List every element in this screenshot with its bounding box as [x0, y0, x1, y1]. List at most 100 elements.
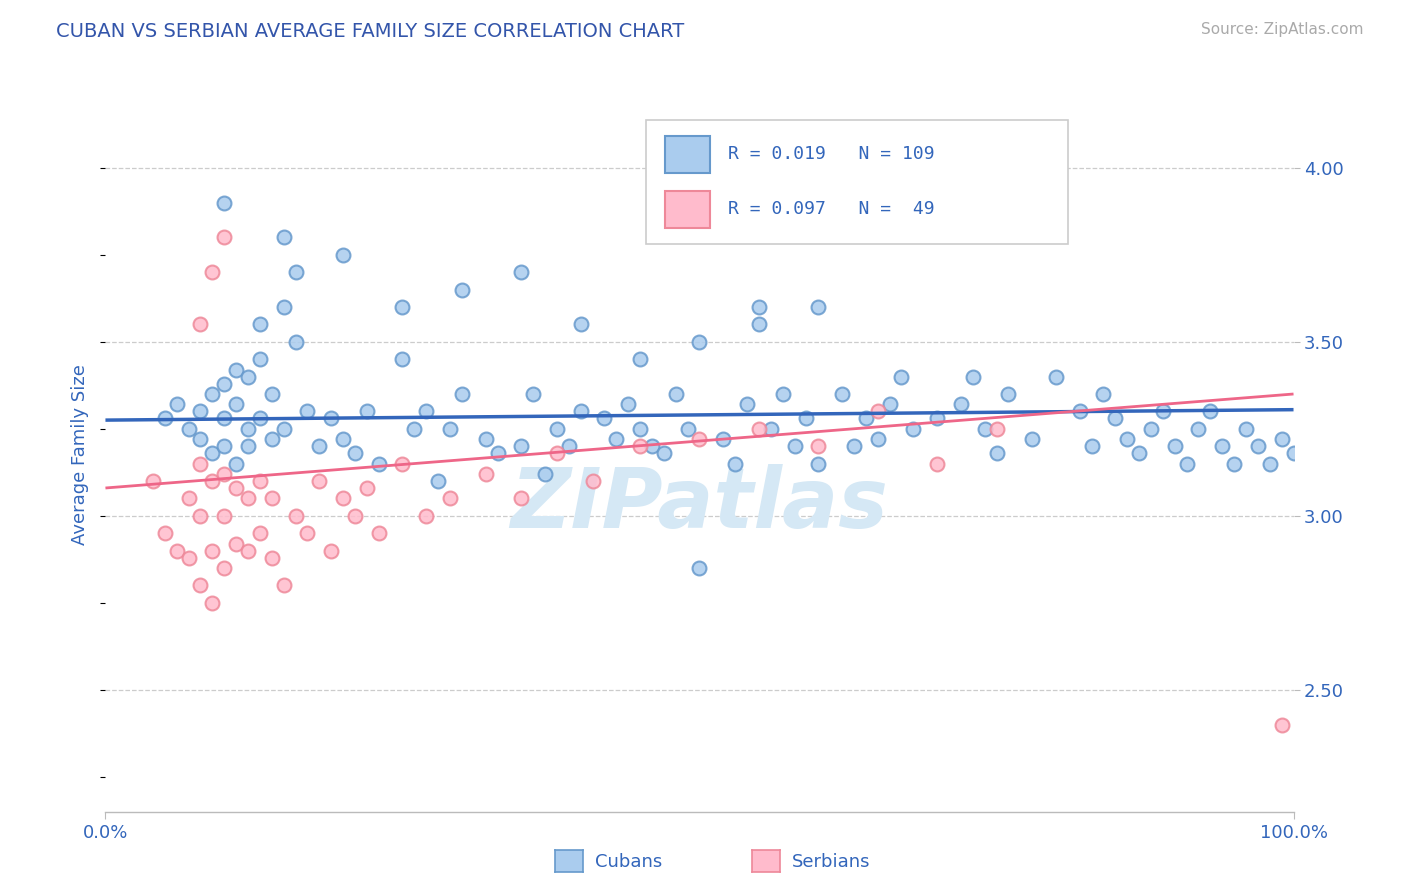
Point [973, 422, 995, 436]
Point [474, 467, 496, 481]
Point [665, 387, 688, 401]
Point [1116, 432, 1139, 446]
Point [735, 397, 758, 411]
Point [450, 387, 472, 401]
Point [214, 561, 236, 575]
Point [807, 457, 830, 471]
Point [190, 578, 212, 592]
Point [641, 439, 664, 453]
Point [273, 578, 295, 592]
Point [236, 439, 259, 453]
Point [1152, 404, 1174, 418]
Point [546, 446, 568, 460]
Point [142, 474, 165, 488]
Point [321, 543, 343, 558]
Point [1211, 439, 1233, 453]
Point [676, 422, 699, 436]
Point [1104, 411, 1126, 425]
Point [439, 491, 461, 506]
Point [617, 397, 640, 411]
Point [427, 474, 450, 488]
Point [214, 467, 236, 481]
Point [510, 439, 533, 453]
Point [925, 457, 948, 471]
Text: R = 0.097   N =  49: R = 0.097 N = 49 [728, 201, 935, 219]
Point [190, 508, 212, 523]
Point [1021, 432, 1043, 446]
Point [201, 446, 224, 460]
Point [689, 561, 711, 575]
Point [807, 439, 830, 453]
Point [225, 537, 247, 551]
Point [260, 387, 283, 401]
Point [450, 283, 472, 297]
Point [772, 387, 794, 401]
Point [308, 439, 330, 453]
FancyBboxPatch shape [645, 120, 1067, 244]
Point [297, 404, 319, 418]
Point [332, 491, 354, 506]
Point [558, 439, 581, 453]
Point [807, 300, 830, 314]
Point [689, 334, 711, 349]
Point [214, 376, 236, 391]
Point [236, 543, 259, 558]
Point [486, 446, 509, 460]
Point [201, 543, 224, 558]
Point [415, 508, 437, 523]
Point [748, 422, 770, 436]
Point [260, 491, 283, 506]
Point [628, 352, 651, 367]
Point [903, 422, 925, 436]
Point [1234, 422, 1257, 436]
Point [1128, 446, 1150, 460]
Point [986, 422, 1008, 436]
Point [166, 397, 188, 411]
Point [201, 596, 224, 610]
Point [332, 248, 354, 262]
Point [711, 432, 734, 446]
Point [1187, 422, 1209, 436]
Point [236, 369, 259, 384]
Point [1080, 439, 1102, 453]
Point [177, 550, 200, 565]
Point [1140, 422, 1163, 436]
Point [190, 318, 212, 332]
Point [569, 318, 592, 332]
Point [997, 387, 1019, 401]
Point [225, 397, 247, 411]
Point [748, 300, 770, 314]
Y-axis label: Average Family Size: Average Family Size [72, 365, 90, 545]
Point [356, 404, 378, 418]
Point [569, 404, 592, 418]
Point [260, 550, 283, 565]
Point [605, 432, 627, 446]
Point [783, 439, 806, 453]
Point [724, 457, 747, 471]
Point [439, 422, 461, 436]
Point [1258, 457, 1281, 471]
Point [510, 491, 533, 506]
Text: Serbians: Serbians [792, 853, 870, 871]
Point [190, 457, 212, 471]
Point [404, 422, 426, 436]
Point [273, 230, 295, 244]
Point [343, 446, 366, 460]
Point [308, 474, 330, 488]
Point [391, 457, 413, 471]
Point [260, 432, 283, 446]
Point [628, 439, 651, 453]
Point [153, 411, 176, 425]
Point [214, 508, 236, 523]
Point [273, 300, 295, 314]
Point [759, 422, 782, 436]
Point [1175, 457, 1198, 471]
Point [1164, 439, 1187, 453]
Point [1092, 387, 1115, 401]
Point [866, 432, 889, 446]
Point [415, 404, 437, 418]
Text: R = 0.019   N = 109: R = 0.019 N = 109 [728, 145, 935, 163]
Point [321, 411, 343, 425]
Point [1271, 717, 1294, 731]
Point [1282, 446, 1305, 460]
